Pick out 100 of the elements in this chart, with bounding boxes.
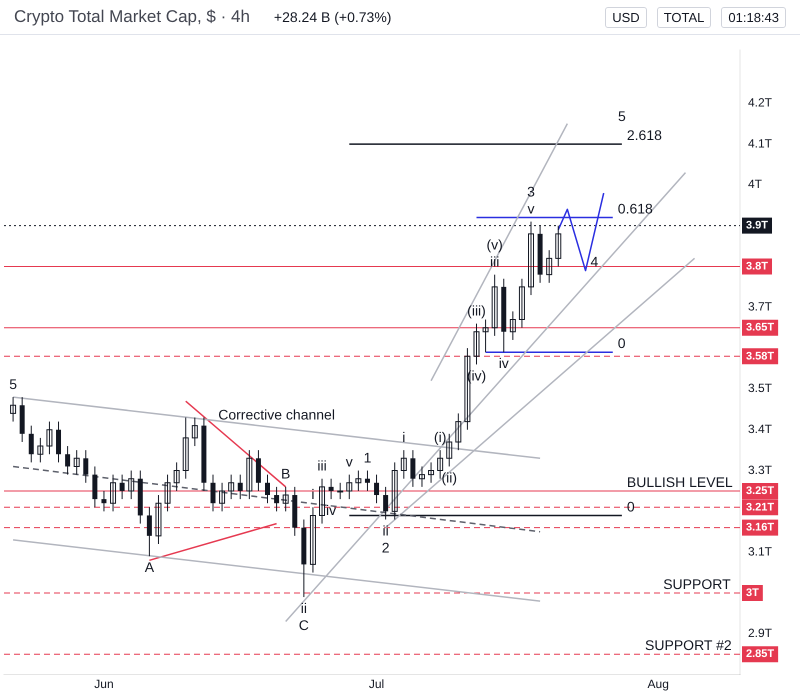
candlestick [437, 450, 444, 480]
candlestick [192, 416, 198, 447]
candlestick [555, 225, 562, 267]
candlestick [328, 478, 334, 500]
annotation: Corrective channel [218, 406, 335, 423]
candlestick [282, 486, 289, 512]
y-tick-label: 3.4T [748, 422, 773, 436]
candlestick [473, 323, 480, 365]
candlestick [374, 474, 380, 504]
annotation: 1 [364, 449, 372, 466]
candlestick [246, 450, 252, 500]
candlestick [346, 474, 352, 500]
annotation: 0 [618, 335, 626, 352]
candlestick [164, 474, 171, 512]
candlestick [28, 425, 34, 463]
candlestick [155, 494, 162, 545]
y-tick-label: 3.5T [748, 381, 773, 396]
text: TOTAL [656, 6, 712, 28]
annotation: 5 [9, 376, 18, 392]
candlestick [10, 396, 16, 422]
candlestick [410, 450, 416, 488]
candlestick [128, 470, 134, 500]
ref-line-label: 3.21T [746, 501, 774, 514]
candlestick [446, 433, 452, 467]
annotation: 3 [527, 183, 536, 200]
annotation: 0.618 [618, 200, 654, 216]
annotation: 2 [382, 539, 390, 556]
ref-line-label: 2.85T [746, 648, 774, 660]
y-tick-label: 2.9T [748, 626, 773, 640]
candlestick [101, 490, 106, 512]
ref-line-label: 3.9T [746, 220, 768, 232]
annotation: 4 [590, 253, 599, 270]
candlestick [238, 474, 243, 500]
candlestick [310, 506, 316, 574]
annotation: (iii) [467, 302, 486, 318]
annotation: 5 [618, 108, 626, 124]
candlestick [428, 462, 434, 484]
annotation: C [298, 616, 309, 633]
candlestick [518, 278, 525, 328]
chart-title: Crypto Total Market Cap, $ · 4h [14, 7, 250, 27]
ref-line-label: 3T [746, 587, 760, 600]
candlestick [65, 446, 70, 476]
annotation: 2.618 [626, 126, 662, 143]
candlestick [120, 474, 125, 500]
candlestick [219, 482, 226, 512]
annotation: v [346, 453, 353, 470]
candlestick [418, 466, 425, 488]
candlestick [174, 462, 180, 492]
candlestick [110, 474, 116, 512]
annotation: (ii) [441, 469, 458, 486]
annotation: iii [317, 458, 327, 474]
candlestick [182, 416, 189, 480]
annotation: (i) [434, 429, 446, 445]
annotation: iv [498, 355, 509, 372]
ref-line-label: 3.58T [746, 350, 774, 362]
candlestick [74, 450, 80, 476]
x-tick-label: Jul [368, 677, 384, 692]
annotation: iv [326, 502, 336, 518]
ref-line-label: 3.65T [746, 322, 774, 334]
candlestick [400, 450, 407, 480]
candlestick [274, 486, 280, 512]
annotation: v [528, 200, 535, 216]
candlestick [355, 470, 362, 492]
y-tick-label: 3.3T [748, 462, 773, 477]
annotation: 0 [626, 498, 635, 514]
text: USD [605, 6, 647, 28]
candlestick [83, 450, 88, 484]
candlestick [492, 274, 498, 336]
x-tick-label: Aug [648, 677, 669, 692]
annotation: i [311, 486, 315, 502]
candlestick [228, 474, 234, 500]
annotation: (v) [486, 236, 503, 253]
candlestick [265, 474, 270, 504]
candlestick [146, 506, 152, 557]
y-tick-label: 3.7T [748, 300, 773, 314]
y-tick-label: 4T [748, 177, 763, 192]
ref-line-label: 3.16T [746, 522, 774, 534]
candlestick [455, 412, 462, 451]
annotation: A [144, 559, 155, 576]
annotation: ii [300, 600, 307, 616]
chart-subtitle: +28.24 B (+0.73%) [274, 9, 392, 25]
ref-line-label: 3.25T [746, 484, 774, 497]
candlestick [510, 310, 516, 340]
annotation: B [281, 466, 290, 482]
candlestick [337, 482, 344, 500]
annotation: SUPPORT #2 [645, 637, 732, 654]
candlestick [210, 474, 216, 512]
y-tick-label: 3.1T [748, 544, 773, 558]
candlestick [319, 478, 326, 524]
candlestick [546, 250, 552, 284]
annotation: iii [490, 254, 500, 270]
candlestick [46, 421, 52, 455]
y-tick-label: 4.2T [748, 96, 773, 110]
annotation: SUPPORT [663, 576, 732, 592]
candlestick [482, 319, 489, 353]
annotation: i [402, 429, 406, 445]
y-tick-label: 4.1T [748, 136, 773, 150]
annotation: BULLISH LEVEL [626, 474, 733, 490]
ref-line-label: 3.8T [746, 260, 768, 273]
candlestick [37, 437, 44, 463]
